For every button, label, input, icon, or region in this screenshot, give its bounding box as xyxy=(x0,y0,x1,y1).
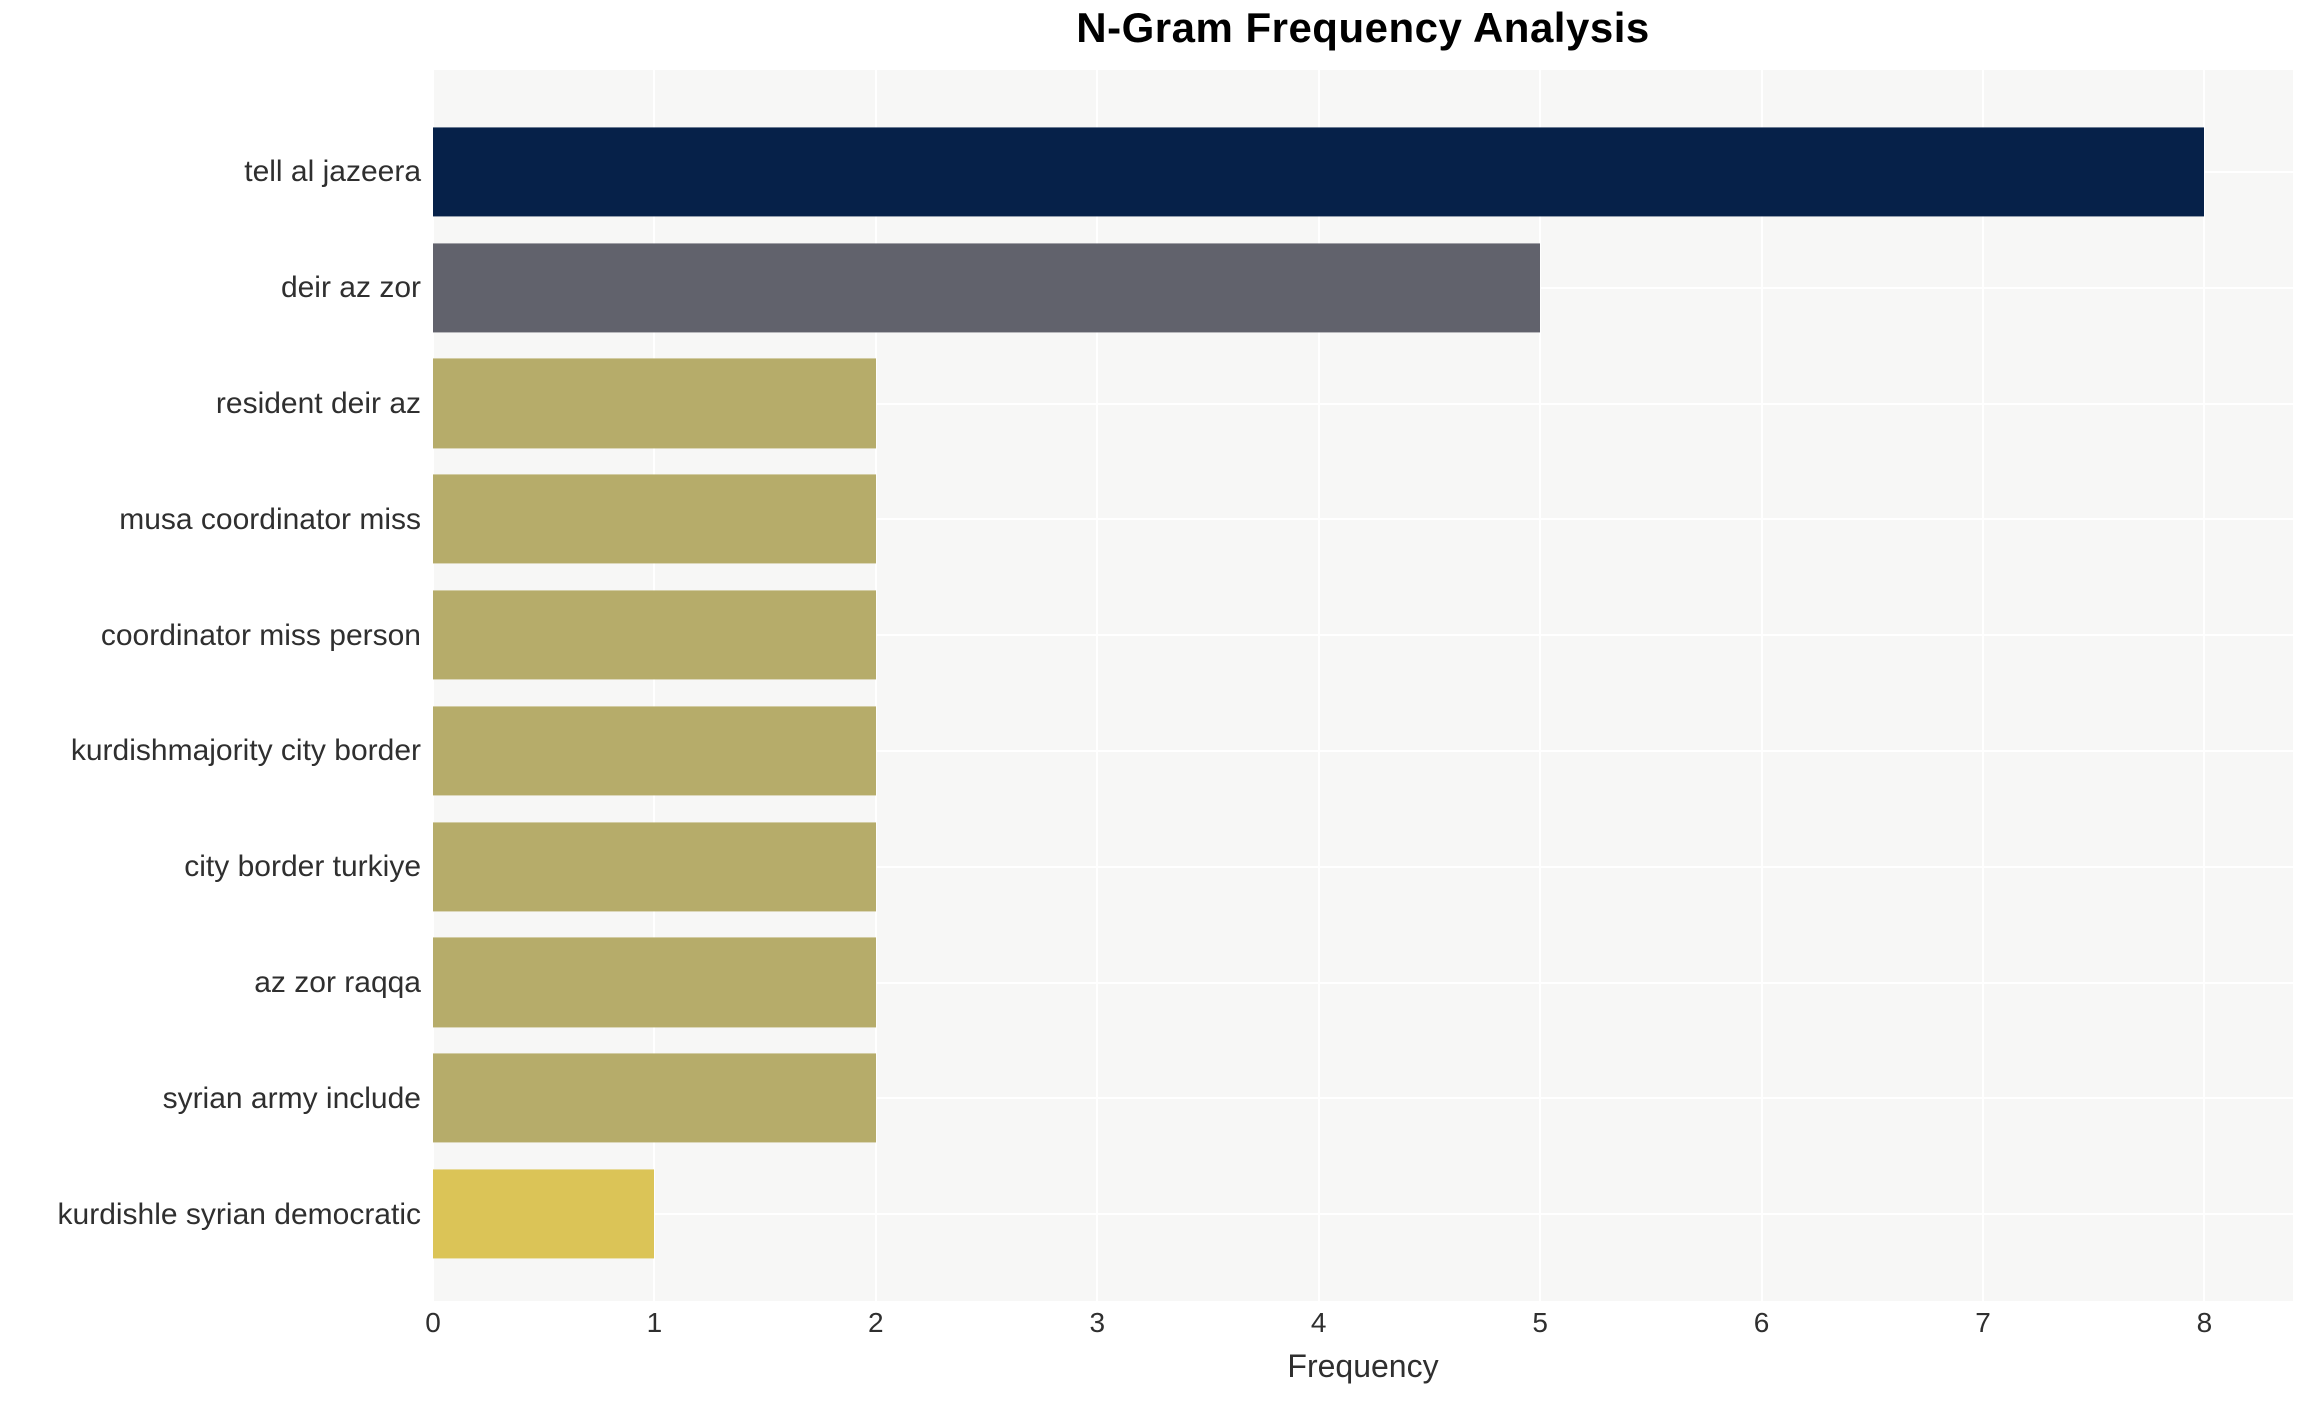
bar-track xyxy=(433,1156,2293,1272)
x-tick-label: 2 xyxy=(868,1307,884,1338)
horizontal-gridline xyxy=(433,634,2293,637)
x-tick-label: 7 xyxy=(1975,1307,1991,1338)
y-axis-category-label: az zor raqqa xyxy=(254,965,421,999)
horizontal-gridline xyxy=(433,1213,2293,1216)
horizontal-gridline xyxy=(433,518,2293,521)
y-axis-category-label: tell al jazeera xyxy=(244,155,421,189)
vertical-gridline xyxy=(432,70,434,1301)
frequency-bar xyxy=(433,706,876,796)
y-axis-category-label: coordinator miss person xyxy=(100,618,421,652)
horizontal-gridline xyxy=(433,402,2293,405)
bar-track xyxy=(433,577,2293,693)
x-tick-label: 5 xyxy=(1532,1307,1548,1338)
vertical-gridline xyxy=(1096,70,1099,1301)
frequency-bar xyxy=(433,937,876,1028)
vertical-gridline xyxy=(1539,70,1542,1301)
frequency-bar xyxy=(433,590,876,680)
frequency-bar xyxy=(433,1169,655,1259)
vertical-gridline xyxy=(1982,70,1984,1301)
horizontal-gridline xyxy=(433,1097,2293,1100)
bar-track xyxy=(433,461,2293,577)
y-axis-category-label: deir az zor xyxy=(280,271,421,305)
bar-row: syrian army include xyxy=(0,1040,2293,1156)
frequency-bar xyxy=(433,474,876,564)
y-axis-category-label: kurdishle syrian democratic xyxy=(57,1197,421,1231)
y-axis-category-label: musa coordinator miss xyxy=(119,502,421,536)
bar-row: tell al jazeera xyxy=(0,114,2293,230)
horizontal-gridline xyxy=(433,981,2293,984)
frequency-bar xyxy=(433,243,1541,333)
horizontal-gridline xyxy=(433,749,2293,752)
bar-track xyxy=(433,925,2293,1041)
vertical-gridline xyxy=(1317,70,1320,1301)
bar-row: kurdishle syrian democratic xyxy=(0,1156,2293,1272)
bar-rows: tell al jazeera deir az zor resident deir … xyxy=(0,70,2293,1301)
vertical-gridline xyxy=(653,70,656,1301)
horizontal-gridline xyxy=(433,865,2293,868)
y-axis-category-label: kurdishmajority city border xyxy=(70,734,421,768)
bar-row: city border turkiye xyxy=(0,809,2293,925)
bar-row: deir az zor xyxy=(0,230,2293,346)
chart-title: N-Gram Frequency Analysis xyxy=(1076,4,1650,51)
x-tick-label: 4 xyxy=(1310,1307,1327,1338)
bar-track xyxy=(433,114,2293,230)
y-axis-category-label: resident deir az xyxy=(215,386,421,420)
bar-track xyxy=(433,1040,2293,1156)
bar-track xyxy=(433,230,2293,346)
bar-track xyxy=(433,346,2293,462)
x-tick-label: 6 xyxy=(1753,1307,1770,1338)
bar-row: musa coordinator miss xyxy=(0,461,2293,577)
x-tick-label: 1 xyxy=(646,1307,663,1338)
vertical-gridline xyxy=(1760,70,1763,1301)
y-axis-category-label: city border turkiye xyxy=(184,850,421,884)
frequency-bar xyxy=(433,1053,876,1143)
bar-row: az zor raqqa xyxy=(0,925,2293,1041)
x-tick-label: 8 xyxy=(2196,1307,2213,1338)
frequency-bar xyxy=(433,358,876,449)
y-axis-category-label: syrian army include xyxy=(162,1081,421,1115)
x-tick-label: 3 xyxy=(1089,1307,1106,1338)
bar-row: kurdishmajority city border xyxy=(0,693,2293,809)
bar-row: coordinator miss person xyxy=(0,577,2293,693)
x-axis-ticks: 0 1 2 3 4 5 6 7 8 xyxy=(425,1307,2293,1343)
frequency-bar xyxy=(433,822,876,912)
x-axis-title: Frequency xyxy=(1287,1348,1439,1384)
vertical-gridline xyxy=(2203,70,2206,1301)
vertical-gridline xyxy=(874,70,877,1301)
bar-track xyxy=(433,809,2293,925)
bar-track xyxy=(433,693,2293,809)
x-tick-label: 0 xyxy=(425,1307,441,1338)
bar-row: resident deir az xyxy=(0,346,2293,462)
frequency-bar xyxy=(433,127,2205,217)
